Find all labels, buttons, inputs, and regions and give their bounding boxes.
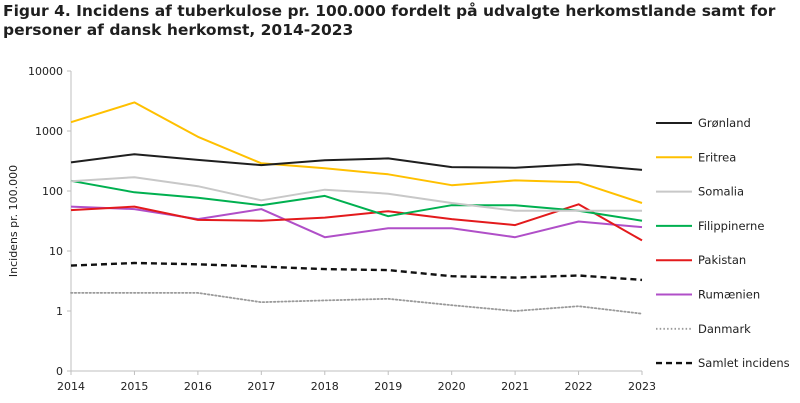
x-tick-label: 2017 [247, 380, 275, 393]
legend-entry: Samlet incidens [698, 356, 790, 370]
series-line-somalia [70, 176, 642, 212]
y-tick-label: 1000 [35, 125, 63, 138]
legend-entry: Pakistan [698, 253, 746, 267]
x-tick-label: 2016 [184, 380, 212, 393]
series-line-grønland [70, 153, 643, 171]
x-tick-label: 2014 [57, 380, 85, 393]
legend: Grønland Eritrea Somalia Filippinerne Pakist… [656, 116, 790, 370]
series-line-samlet-incidens [70, 261, 643, 282]
y-tick-label: 100 [42, 185, 63, 198]
legend-entry: Rumænien [698, 288, 760, 302]
x-tick-label: 2015 [120, 380, 148, 393]
x-tick-label: 2023 [628, 380, 656, 393]
y-tick-label: 1 [56, 305, 63, 318]
series-line-danmark [70, 291, 643, 315]
series-line-pakistan [70, 203, 643, 242]
legend-entry: Filippinerne [698, 219, 764, 233]
series-line-filippinerne [70, 179, 643, 222]
x-tick-label: 2021 [501, 380, 529, 393]
legend-entry: Grønland [698, 116, 751, 130]
x-tick-label: 2019 [374, 380, 402, 393]
chart-title: Figur 4. Incidens af tuberkulose pr. 100… [3, 2, 776, 39]
y-tick-label: 10 [49, 245, 63, 258]
y-tick-label: 10000 [28, 65, 63, 78]
x-tick-label: 2020 [438, 380, 466, 393]
series-line-eritrea [70, 101, 643, 204]
legend-entry: Danmark [698, 322, 751, 336]
legend-entry: Eritrea [698, 150, 736, 164]
series-layer [70, 101, 643, 315]
y-axis-label: Incidens pr. 100.000 [7, 165, 20, 277]
x-tick-label: 2022 [565, 380, 593, 393]
legend-entry: Somalia [698, 185, 744, 199]
x-tick-label: 2018 [311, 380, 339, 393]
y-tick-label: 0 [56, 365, 63, 378]
axes: 0 1 10 100 1000 10000 2014 2015 2016 2017 2018 2019… [28, 65, 656, 393]
